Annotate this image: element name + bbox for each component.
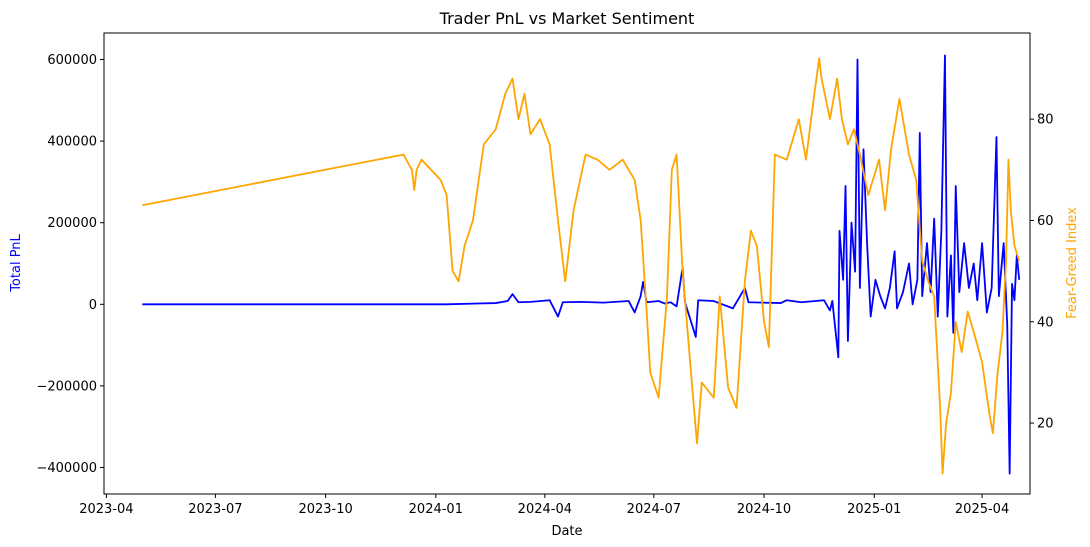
series-line-fear-greed: [142, 57, 1021, 475]
axes-layer: [103, 32, 1031, 495]
x-tick-label: 2023-07: [188, 502, 242, 517]
y-axis-label-left: Total PnL: [9, 233, 24, 292]
x-tick-label: 2024-01: [409, 502, 463, 517]
y-right-tick-label: 40: [1037, 315, 1054, 330]
y-left-tick-label: 0: [89, 298, 97, 313]
plot-frame: [103, 32, 1031, 495]
x-tick-label: 2025-01: [847, 502, 901, 517]
x-tick-label: 2023-10: [298, 502, 352, 517]
ticks-layer: 2023-04 2023-07 2023-10 2024-01 2024-04 2024-…: [36, 53, 1053, 517]
y-left-tick-label: 600000: [47, 53, 97, 68]
x-tick-label: 2024-04: [518, 502, 572, 517]
y-right-tick-label: 60: [1037, 214, 1054, 229]
y-left-tick-label: 200000: [47, 216, 97, 231]
y-left-tick-label: −400000: [36, 461, 97, 476]
x-tick-label: 2025-04: [955, 502, 1009, 517]
y-left-tick-label: −200000: [36, 379, 97, 394]
y-left-tick-label: 400000: [47, 135, 97, 150]
y-right-tick-label: 20: [1037, 417, 1054, 432]
y-axis-label-right: Fear-Greed Index: [1065, 207, 1080, 319]
series-layer: [142, 54, 1021, 475]
x-axis-label: Date: [551, 524, 582, 539]
y-right-tick-label: 80: [1037, 113, 1054, 128]
x-tick-label: 2024-07: [627, 502, 681, 517]
chart-title: Trader PnL vs Market Sentiment: [439, 9, 695, 28]
x-tick-label: 2024-10: [737, 502, 791, 517]
x-tick-label: 2023-04: [79, 502, 133, 517]
series-line-total-pnl: [142, 54, 1021, 475]
